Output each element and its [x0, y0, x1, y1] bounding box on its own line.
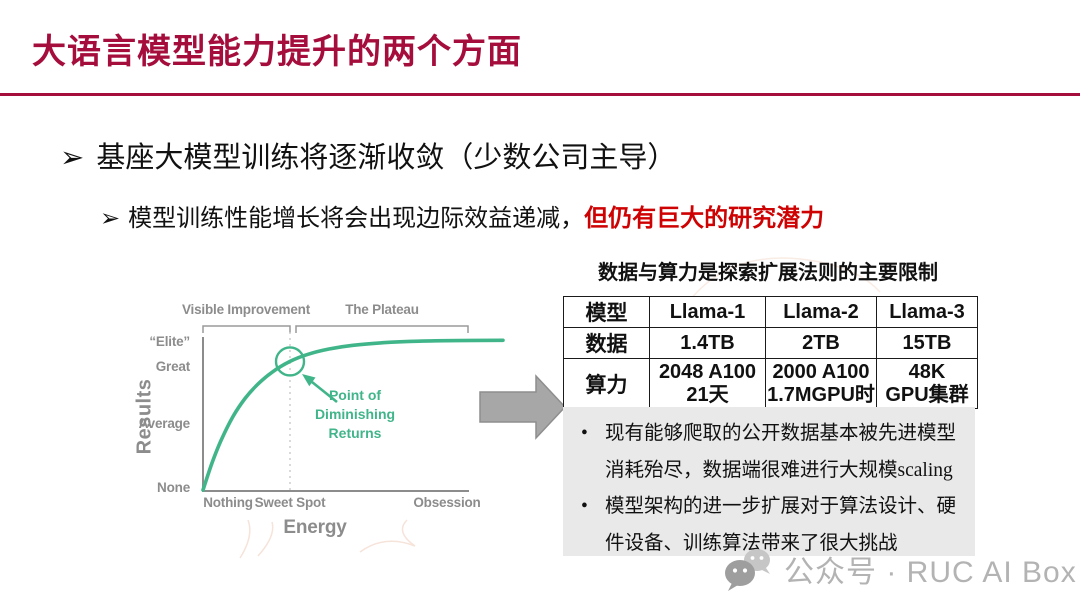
- llama-table: 模型 Llama-1 Llama-2 Llama-3 数据 1.4TB 2TB …: [563, 296, 978, 409]
- annotation-arrow: [311, 380, 338, 404]
- bullet-arrow-icon: ➢: [100, 206, 121, 232]
- annotation-arrowhead: [302, 374, 316, 387]
- right-arrow-icon: [479, 374, 567, 440]
- xtick-nothing: Nothing: [203, 495, 253, 510]
- xtick-obsession: Obsession: [413, 495, 481, 510]
- list-item: 现有能够爬取的公开数据基本被先进模型消耗殆尽，数据端很难进行大规模scaling: [577, 416, 965, 489]
- diminishing-returns-chart: Visible Improvement The Plateau “Elite” …: [130, 300, 515, 550]
- watermark: 公众号 · RUC AI Box: [724, 546, 1077, 592]
- ytick-elite: “Elite”: [149, 334, 190, 349]
- wechat-icon: [725, 549, 770, 591]
- bracket-visible-improvement: [202, 325, 291, 333]
- row-header-data: 数据: [563, 327, 650, 359]
- cell-llama3-data: 15TB: [876, 327, 978, 359]
- notes-list: 现有能够爬取的公开数据基本被先进模型消耗殆尽，数据端很难进行大规模scaling…: [577, 416, 965, 562]
- list-item: 模型架构的进一步扩展对于算法设计、硬件设备、训练算法带来了很大挑战: [577, 489, 965, 562]
- cell-llama1-compute: 2048 A100 21天: [649, 358, 766, 409]
- diminishing-returns-circle: [274, 346, 306, 377]
- ytick-average: Average: [138, 416, 191, 431]
- bullet-sub-text: 模型训练性能增长将会出现边际效益递减，: [128, 206, 585, 232]
- notes-box: 现有能够爬取的公开数据基本被先进模型消耗殆尽，数据端很难进行大规模scaling…: [563, 407, 975, 556]
- x-axis-label: Energy: [283, 517, 347, 538]
- phase-label-plateau: The Plateau: [345, 302, 419, 317]
- table-header-row: 模型 Llama-1 Llama-2 Llama-3: [563, 296, 978, 328]
- xtick-sweet-spot: Sweet Spot: [254, 495, 326, 510]
- chart-canvas: [201, 325, 505, 492]
- bracket-plateau: [295, 325, 469, 333]
- y-axis-label: Results: [133, 378, 156, 455]
- table-row: 数据 1.4TB 2TB 15TB: [563, 327, 978, 359]
- title-divider: [0, 93, 1080, 96]
- cell-llama1-data: 1.4TB: [649, 327, 766, 359]
- ytick-none: None: [157, 480, 190, 495]
- row-header-compute: 算力: [563, 358, 650, 409]
- page-title: 大语言模型能力提升的两个方面: [32, 33, 522, 71]
- table-row: 算力 2048 A100 21天 2000 A100 1.7MGPU时 48K …: [563, 358, 978, 409]
- cell-llama2-data: 2TB: [765, 327, 877, 359]
- ytick-great: Great: [155, 359, 190, 374]
- col-header-llama3: Llama-3: [876, 296, 978, 328]
- bullet-main: ➢ 基座大模型训练将逐渐收敛（少数公司主导）: [60, 134, 676, 176]
- bullet-sub: ➢ 模型训练性能增长将会出现边际效益递减，但仍有巨大的研究潜力: [100, 198, 824, 233]
- bullet-sub-highlight: 但仍有巨大的研究潜力: [584, 206, 825, 232]
- cell-llama3-compute: 48K GPU集群: [876, 358, 978, 409]
- col-header-llama1: Llama-1: [649, 296, 766, 328]
- bullet-arrow-icon: ➢: [60, 142, 85, 174]
- col-header-model: 模型: [563, 296, 650, 328]
- table-title: 数据与算力是探索扩展法则的主要限制: [598, 262, 938, 284]
- col-header-llama2: Llama-2: [765, 296, 877, 328]
- phase-label-visible-improvement: Visible Improvement: [182, 302, 310, 317]
- bullet-main-text: 基座大模型训练将逐渐收敛（少数公司主导）: [96, 142, 677, 174]
- diminishing-returns-annotation: Point of Diminishing Returns: [314, 387, 396, 441]
- watermark-text: 公众号 · RUC AI Box: [784, 556, 1077, 589]
- cell-llama2-compute: 2000 A100 1.7MGPU时: [765, 358, 877, 409]
- results-curve: [201, 338, 505, 492]
